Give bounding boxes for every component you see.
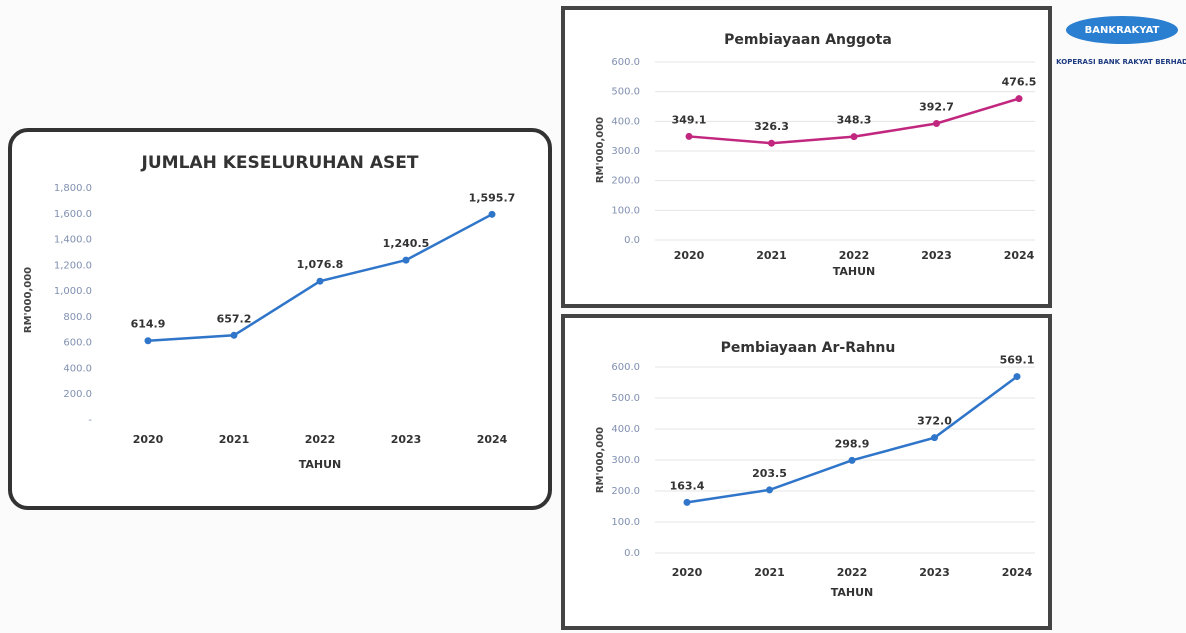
data-label: 326.3 [754,120,789,133]
data-label: 657.2 [217,312,252,325]
y-tick-label: 1,800.0 [54,183,92,194]
marker [768,139,775,147]
x-tick-label: 2021 [754,566,785,579]
x-tick-label: 2023 [921,249,952,262]
data-label: 476.5 [1002,76,1037,89]
y-tick-label: - [88,415,92,426]
x-axis-label: TAHUN [833,265,876,278]
x-tick-label: 2022 [837,566,868,579]
y-tick-label: 200.0 [63,389,92,400]
x-tick-label: 2020 [133,433,164,446]
marker [1013,373,1021,381]
y-tick-label: 300.0 [611,146,640,157]
y-tick-label: 600.0 [63,338,92,349]
panel [8,128,552,510]
marker [850,133,858,141]
y-tick-label: 400.0 [611,116,640,127]
x-tick-label: 2024 [477,433,508,446]
y-tick-label: 1,400.0 [54,235,92,246]
y-tick-label: 300.0 [611,455,640,466]
data-label: 392.7 [919,100,954,113]
logo-caption: KOPERASI BANK RAKYAT BERHAD [1056,58,1186,66]
data-label: 349.1 [672,113,707,126]
x-axis-label: TAHUN [299,458,342,471]
y-tick-label: 0.0 [624,548,640,559]
logo-text: BANKRAKYAT [1085,25,1160,36]
marker [685,132,693,140]
chart-title: JUMLAH KESELURUHAN ASET [141,153,419,173]
logo-badge [1066,16,1178,44]
x-tick-label: 2023 [919,566,950,579]
y-tick-label: 800.0 [63,312,92,323]
y-tick-label: 600.0 [611,362,640,373]
data-label: 298.9 [835,437,870,450]
x-tick-label: 2022 [839,249,870,262]
chart-title: Pembiayaan Ar-Rahnu [721,340,896,356]
x-tick-label: 2021 [219,433,250,446]
marker [683,498,691,506]
y-axis-label: RM'000,000 [595,117,606,183]
data-label: 203.5 [752,467,787,480]
data-label: 569.1 [1000,354,1035,367]
marker [766,486,773,494]
data-label: 1,240.5 [383,237,430,250]
y-tick-label: 100.0 [611,517,640,528]
y-tick-label: 1,200.0 [54,260,92,271]
y-tick-label: 1,000.0 [54,286,92,297]
x-tick-label: 2020 [674,249,705,262]
marker [933,119,940,127]
x-tick-label: 2024 [1002,566,1033,579]
x-tick-label: 2024 [1004,249,1035,262]
x-tick-label: 2020 [672,566,703,579]
y-tick-label: 1,600.0 [54,209,92,220]
data-label: 1,595.7 [469,191,516,204]
y-tick-label: 0.0 [624,235,640,246]
y-tick-label: 500.0 [611,87,640,98]
y-tick-label: 100.0 [611,205,640,216]
x-tick-label: 2022 [305,433,336,446]
panel [561,314,1052,630]
data-label: 614.9 [131,318,166,331]
data-label: 163.4 [670,479,705,492]
panel [561,6,1052,308]
x-tick-label: 2021 [756,249,787,262]
data-label: 1,076.8 [297,258,344,271]
x-axis-label: TAHUN [831,586,874,599]
marker [848,456,856,464]
y-tick-label: 400.0 [611,424,640,435]
y-axis-label: RM'000,000 [595,427,606,493]
marker [230,331,238,339]
x-tick-label: 2023 [391,433,422,446]
data-label: 348.3 [837,114,872,127]
y-axis-label: RM'000,000 [23,267,34,333]
y-tick-label: 600.0 [611,57,640,68]
marker [316,277,324,285]
y-tick-label: 200.0 [611,176,640,187]
marker [931,434,938,442]
y-tick-label: 500.0 [611,393,640,404]
y-tick-label: 400.0 [63,363,92,374]
marker [1015,95,1023,103]
data-label: 372.0 [917,415,952,428]
y-tick-label: 200.0 [611,486,640,497]
chart-title: Pembiayaan Anggota [724,32,892,48]
marker [144,337,152,345]
marker [488,210,496,218]
marker [402,256,410,264]
